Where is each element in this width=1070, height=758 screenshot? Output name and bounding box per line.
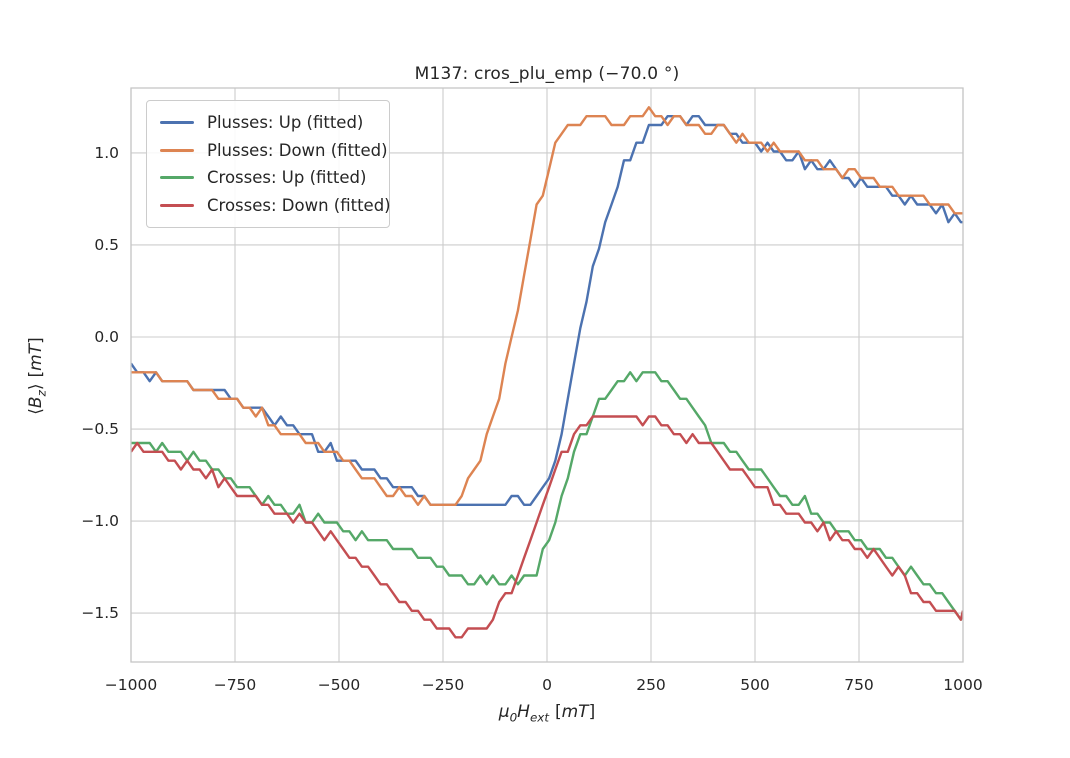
series-lines	[131, 106, 963, 639]
x-label-bracket-close: ]	[588, 702, 596, 722]
x-label-mu: μ	[498, 702, 510, 722]
y-label-bracket-close: ]	[26, 337, 46, 344]
y-label-angle-close: ⟩	[26, 383, 46, 391]
legend-entry-crosses-up: Crosses: Up (fitted)	[160, 164, 389, 192]
x-axis-label: μ0Hext [mT]	[131, 702, 963, 724]
legend-label-plusses-down: Plusses: Down (fitted)	[207, 140, 388, 160]
x-label-unit: mT	[561, 702, 589, 722]
x-label-bracket-open: [	[554, 702, 562, 722]
y-axis-label: ⟨Bz⟩ [mT]	[26, 276, 50, 476]
y-label-var: B	[26, 396, 46, 409]
legend-swatch-plusses-up	[160, 121, 194, 125]
legend-label-crosses-up: Crosses: Up (fitted)	[207, 168, 367, 188]
legend-entry-crosses-down: Crosses: Down (fitted)	[160, 192, 391, 220]
x-label-var-sub: ext	[529, 710, 549, 725]
x-label-mu-sub: 0	[509, 710, 518, 725]
legend-swatch-plusses-down	[160, 148, 194, 152]
legend-entry-plusses-down: Plusses: Down (fitted)	[160, 137, 389, 165]
legend-label-crosses-down: Crosses: Down (fitted)	[207, 195, 391, 215]
chart-title: M137: cros_plu_emp (−70.0 °)	[414, 64, 680, 84]
axes-frame	[130, 87, 964, 663]
legend-swatch-crosses-down	[160, 203, 194, 207]
legend: Plusses: Up (fitted) Plusses: Down (fitt…	[146, 100, 391, 228]
legend-swatch-crosses-up	[160, 176, 194, 180]
x-label-var: H	[517, 702, 530, 722]
y-label-angle-open: ⟨	[26, 408, 46, 415]
series-line-crosses-down-fitted	[131, 415, 963, 639]
series-line-plusses-up-fitted	[131, 114, 963, 506]
gridlines	[130, 88, 964, 662]
legend-entry-plusses-up: Plusses: Up (fitted)	[160, 109, 389, 137]
legend-label-plusses-up: Plusses: Up (fitted)	[207, 113, 364, 133]
y-label-var-sub: z	[34, 390, 49, 397]
series-line-crosses-up-fitted	[131, 371, 963, 621]
y-label-bracket-open: [	[26, 370, 46, 378]
y-label-unit: mT	[26, 343, 46, 371]
series-line-plusses-down-fitted	[131, 106, 963, 506]
